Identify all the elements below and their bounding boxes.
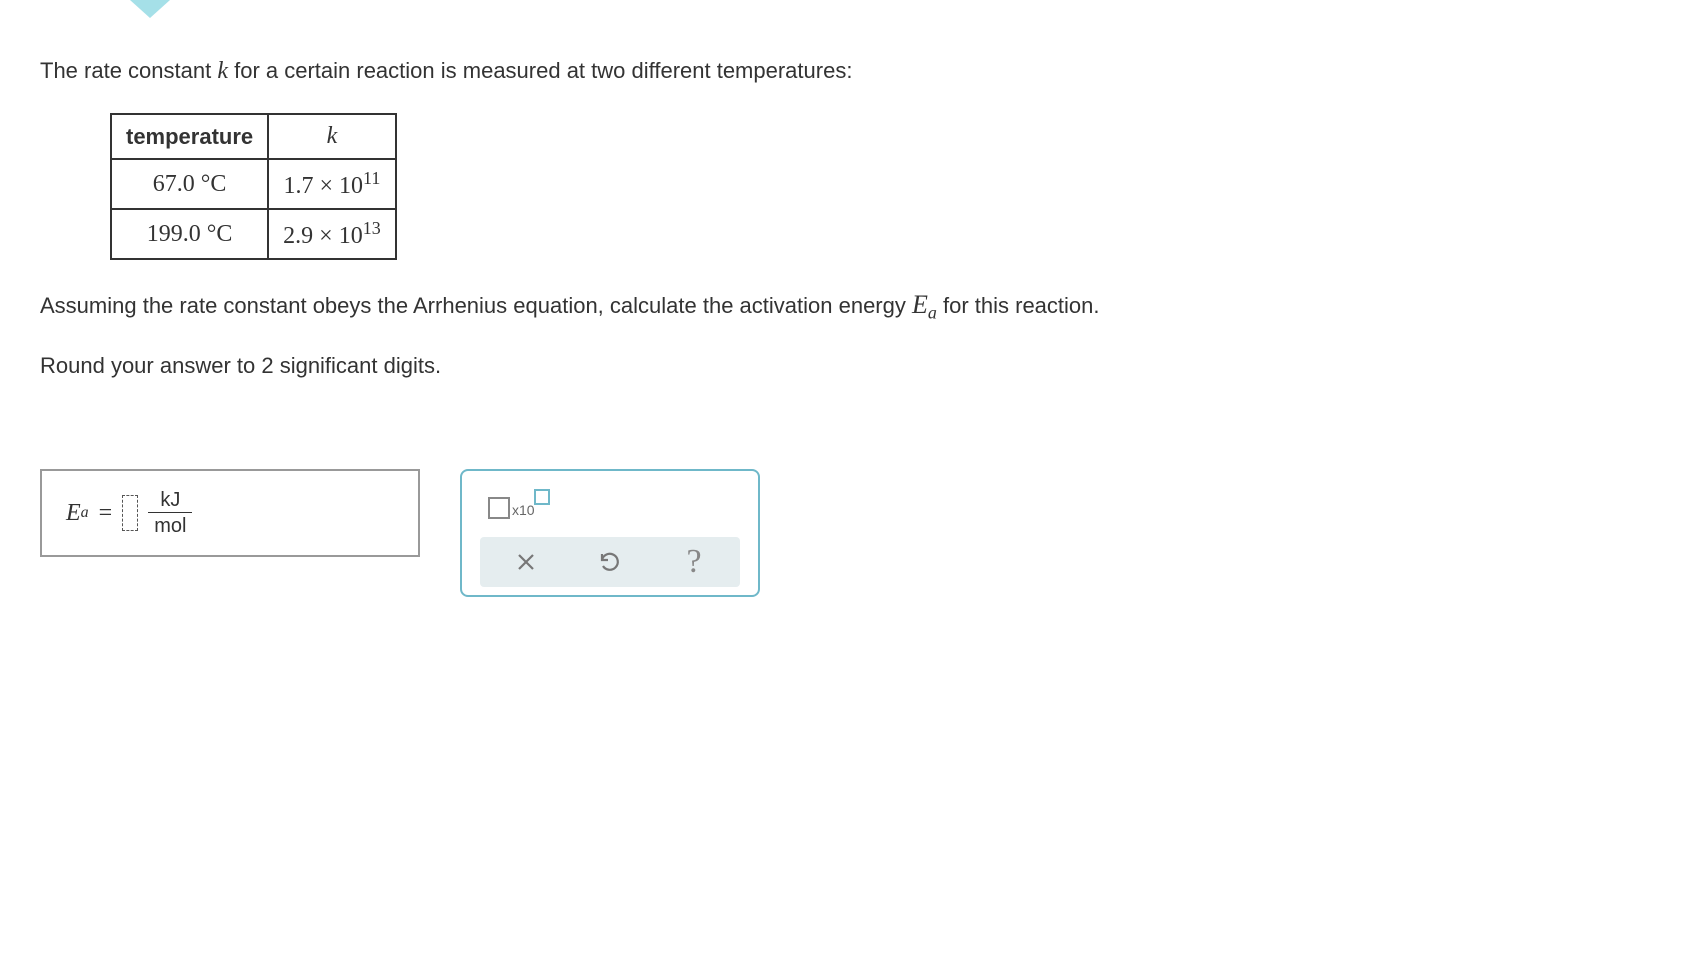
answer-label-E: E [66, 500, 81, 527]
question-line-2: Assuming the rate constant obeys the Arr… [40, 290, 1644, 323]
answer-box: Ea = kJ mol [40, 469, 420, 557]
q2-var-E: E [912, 290, 928, 319]
undo-button[interactable] [595, 547, 625, 577]
tool-panel: x10 ? [460, 469, 760, 597]
q1-var-k: k [217, 58, 228, 84]
action-bar: ? [480, 537, 740, 587]
q2-pre: Assuming the rate constant obeys the Arr… [40, 293, 912, 318]
answer-units: kJ mol [148, 489, 192, 537]
answer-equals: = [99, 500, 113, 527]
placeholder-box-icon [488, 497, 510, 519]
unit-denominator: mol [148, 512, 192, 537]
data-table: temperature k 67.0 °C 1.7 × 1011 199.0 °… [110, 113, 397, 260]
unit-numerator: kJ [154, 489, 186, 512]
q1-pre: The rate constant [40, 58, 217, 83]
header-temperature: temperature [111, 114, 268, 159]
clear-button[interactable] [511, 547, 541, 577]
scientific-notation-button[interactable]: x10 [488, 489, 550, 519]
help-button[interactable]: ? [679, 547, 709, 577]
q2-sub-a: a [928, 302, 937, 322]
x-icon [514, 550, 538, 574]
table-row: 67.0 °C 1.7 × 1011 [111, 159, 396, 209]
cell-temp-2: 199.0 °C [111, 209, 268, 259]
x10-label: x10 [512, 502, 535, 519]
cell-k-2: 2.9 × 1013 [268, 209, 396, 259]
answer-input[interactable] [122, 495, 138, 531]
q2-post: for this reaction. [937, 293, 1100, 318]
answer-sub-a: a [81, 504, 89, 522]
question-line-3: Round your answer to 2 significant digit… [40, 353, 1644, 379]
undo-icon [598, 550, 622, 574]
tab-indicator [130, 0, 170, 18]
q1-post: for a certain reaction is measured at tw… [228, 58, 852, 83]
table-row: 199.0 °C 2.9 × 1013 [111, 209, 396, 259]
table-header-row: temperature k [111, 114, 396, 159]
header-k: k [268, 114, 396, 159]
exponent-box-icon [534, 489, 550, 505]
help-icon: ? [686, 543, 701, 581]
cell-temp-1: 67.0 °C [111, 159, 268, 209]
question-line-1: The rate constant k for a certain reacti… [40, 58, 1644, 85]
cell-k-1: 1.7 × 1011 [268, 159, 396, 209]
